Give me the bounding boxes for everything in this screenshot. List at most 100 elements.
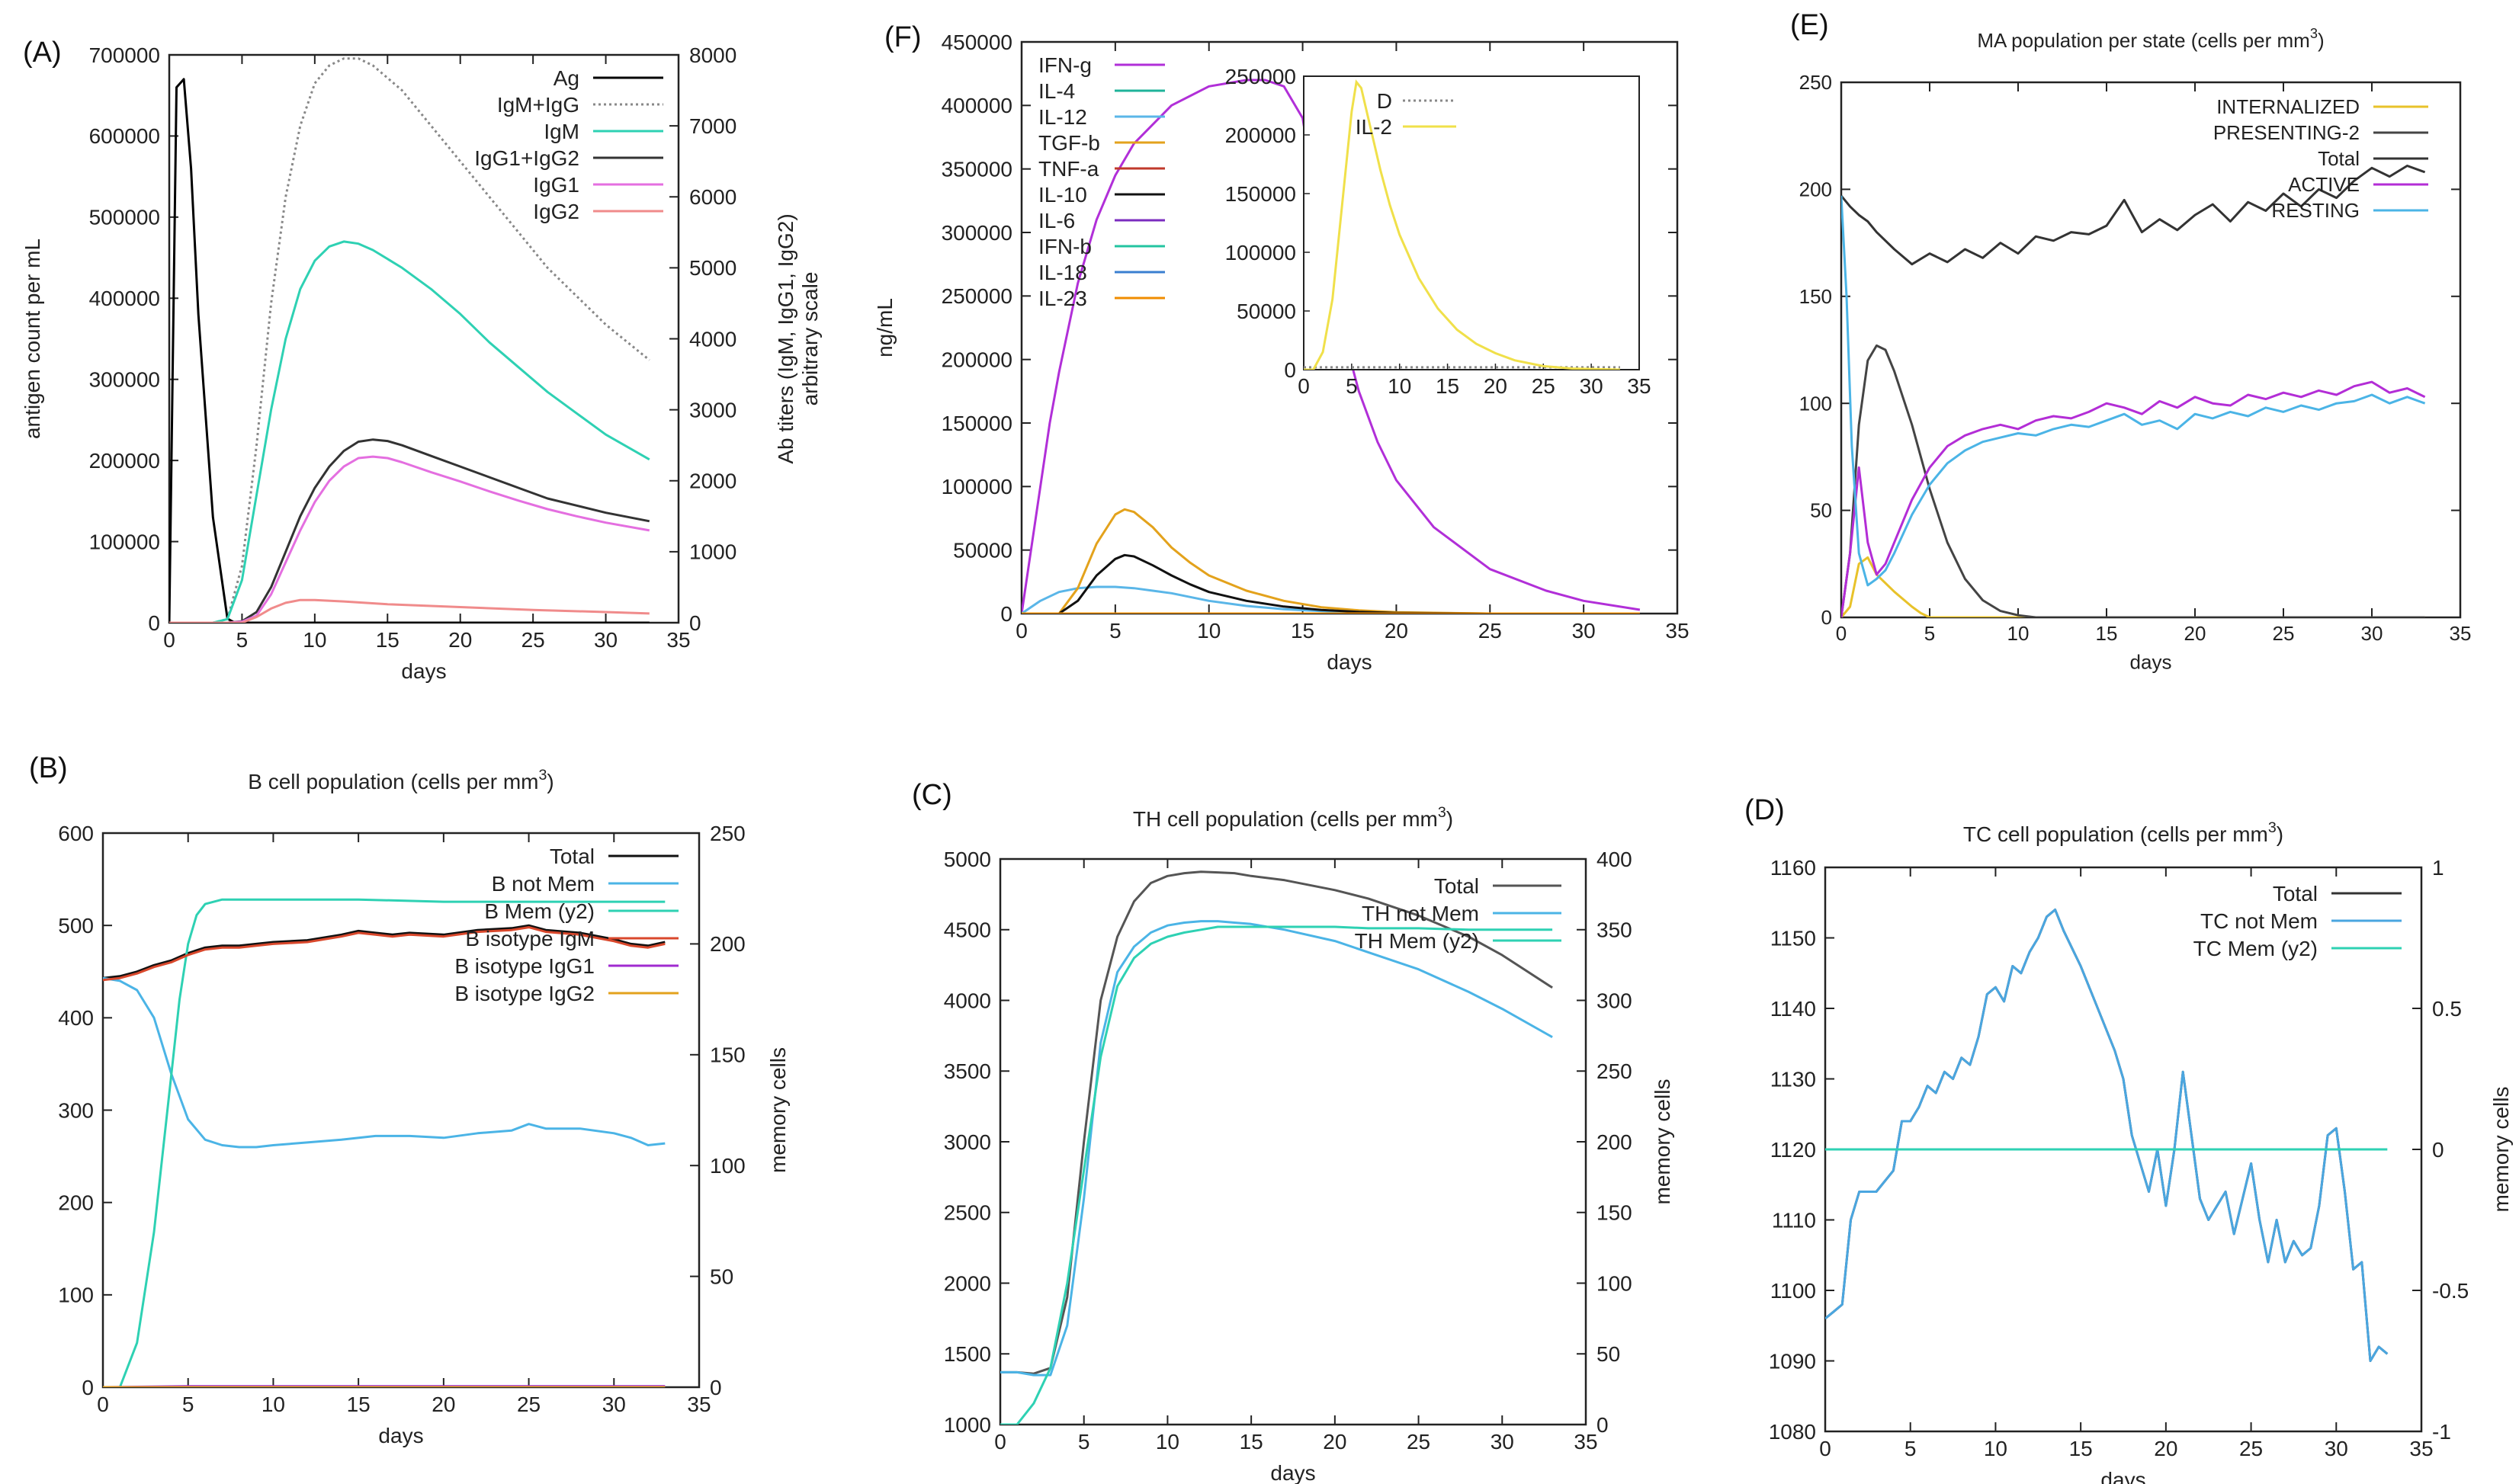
chart-E: MA population per state (cells per mm3) 0…: [1799, 26, 2472, 674]
panel-label: (F): [884, 21, 922, 53]
series-line-0: [1841, 556, 2425, 617]
legend-label: Ag: [554, 66, 579, 90]
y-tick-label: 350000: [942, 157, 1012, 181]
series-line-5: [1022, 553, 1640, 614]
x-axis-label: days: [2100, 1468, 2145, 1484]
series-group: [1000, 870, 1553, 1425]
chart-D: TC cell population (cells per mm3)0 5 10 15…: [1769, 819, 2513, 1484]
legend-label: TNF-a: [1038, 157, 1099, 181]
series-line-5: [169, 598, 650, 623]
x-tick-label: 30: [602, 1393, 626, 1416]
legend-label: B Mem (y2): [484, 899, 595, 923]
legend-label: TH Mem (y2): [1355, 929, 1479, 953]
x-tick-label: 20: [2184, 622, 2206, 645]
panel-antigen-antibody: (A) 0 5 10 15 20 25 30 35 0 100000 200000 300000 400…: [0, 0, 862, 713]
legend-label: Total: [1434, 874, 1479, 898]
title-superscript: 3: [2268, 819, 2277, 836]
chart-A: 0 5 10 15 20 25 30 3501000002000003000004000005…: [21, 43, 822, 683]
y-tick-label: 1110: [1772, 1208, 1816, 1232]
series-line-0: [169, 78, 650, 623]
plot-frame: [168, 53, 680, 624]
x-tick-label: 5: [1109, 619, 1122, 643]
series-line-3: [169, 438, 650, 623]
x-tick-label: 25: [521, 628, 545, 652]
y2-tick-label: 150: [1596, 1201, 1632, 1225]
inset-legend-label: D: [1377, 89, 1392, 113]
x-tick-label: 10: [2007, 622, 2030, 645]
inset-y-tick-label: 250000: [1225, 65, 1296, 88]
legend-label: RESTING: [2271, 199, 2360, 222]
y-tick-label: 100000: [942, 475, 1012, 498]
title-superscript: 3: [539, 767, 547, 784]
x-tick-label: 0: [1819, 1437, 1831, 1460]
y2-tick-label: 400: [1596, 848, 1632, 871]
y-tick-label: 100: [58, 1284, 94, 1307]
x-tick-label: 15: [1240, 1430, 1263, 1454]
panel-tc-cells: (D) TC cell population (cells per mm3) 0 5…: [1723, 777, 2519, 1484]
y-tick-label: 200: [1799, 178, 1832, 201]
x-tick-label: 0: [163, 628, 175, 652]
panel-b-cells: (B) B cell population (cells per mm3) 0 5 1…: [0, 743, 862, 1484]
series-line-2: [1000, 925, 1553, 1425]
inset-x-tick-label: 25: [1532, 374, 1555, 398]
y2-tick-label: 200: [710, 932, 746, 956]
y2-tick-label: 4000: [689, 327, 736, 351]
inset-x-tick-label: 20: [1484, 374, 1507, 398]
inset-y-tick-label: 100000: [1225, 241, 1296, 264]
x-tick-label: 5: [236, 628, 249, 652]
x-tick-label: 10: [1197, 619, 1221, 643]
y2-tick-label: 250: [710, 822, 746, 845]
legend-label: IL-6: [1038, 209, 1075, 232]
x-tick-label: 35: [687, 1393, 711, 1416]
inset-x-tick-label: 30: [1580, 374, 1603, 398]
inset-y-tick-label: 200000: [1225, 123, 1296, 147]
y-tick-label: 450000: [942, 30, 1012, 54]
plot-frame: [1840, 81, 2462, 619]
series-group: [1022, 79, 1641, 614]
legend-label: B not Mem: [492, 872, 595, 896]
y-tick-label: 200000: [942, 348, 1012, 371]
y-tick-label: 1100: [1770, 1279, 1816, 1303]
inset-series-line-1: [1304, 79, 1620, 370]
y-tick-label: 500000: [89, 206, 160, 229]
inset-x-tick-label: 5: [1346, 374, 1358, 398]
y-tick-label: 150000: [942, 412, 1012, 435]
title-end: ): [2277, 822, 2283, 846]
chart-C: TH cell population (cells per mm3) 0 5 10 15…: [944, 804, 1674, 1484]
title-superscript: 3: [1438, 804, 1446, 821]
x-tick-label: 5: [1924, 622, 1935, 645]
y-tick-label: 300000: [89, 368, 160, 392]
series-group: [169, 57, 650, 623]
y2-axis-label: Ab titers (IgM, IgG1, IgG2): [774, 213, 797, 463]
x-tick-label: 25: [2239, 1437, 2263, 1460]
panel-label: (B): [29, 752, 68, 784]
y-tick-label: 2000: [944, 1271, 991, 1295]
x-tick-label: 30: [594, 628, 618, 652]
y2-tick-label: 3000: [689, 398, 736, 421]
y2-tick-label: -1: [2432, 1420, 2451, 1444]
series-line-2: [1841, 165, 2426, 266]
legend-label: IgG1+IgG2: [474, 146, 579, 170]
x-tick-label: 35: [666, 628, 690, 652]
x-tick-label: 30: [1491, 1430, 1514, 1454]
panel-th-cells: (C) TH cell population (cells per mm3) 0 5…: [892, 770, 1708, 1484]
legend-label: ACTIVE: [2288, 173, 2360, 196]
x-tick-label: 0: [1836, 622, 1847, 645]
plot-frame: [101, 832, 701, 1389]
y-tick-label: 1160: [1770, 856, 1816, 880]
panel-macrophage-states: (E) MA population per state (cells per m…: [1754, 0, 2519, 713]
legend-label: IL-23: [1038, 287, 1087, 310]
legend-label: TC Mem (y2): [2193, 937, 2318, 960]
title-end: ): [2318, 29, 2325, 52]
y-tick-label: 250000: [942, 284, 1012, 308]
y2-axis-label: memory cells: [766, 1047, 790, 1173]
y-tick-label: 4000: [944, 989, 991, 1012]
series-line-4: [1841, 195, 2426, 587]
series-line-1: [1000, 920, 1553, 1377]
y-tick-label: 250: [1799, 71, 1832, 94]
x-tick-label: 5: [1078, 1430, 1090, 1454]
chart-title: MA population per state (cells per mm3): [1977, 26, 2324, 52]
y-tick-label: 200000: [89, 449, 160, 473]
panel-cytokines: (F) 0 5 10 15 20 25 30 35 0 50000 100000 150000 2000…: [869, 0, 1708, 713]
chart-F: 0 5 10 15 20 25 30 35 0 50000 100000 150000 200000 25…: [873, 30, 1689, 674]
